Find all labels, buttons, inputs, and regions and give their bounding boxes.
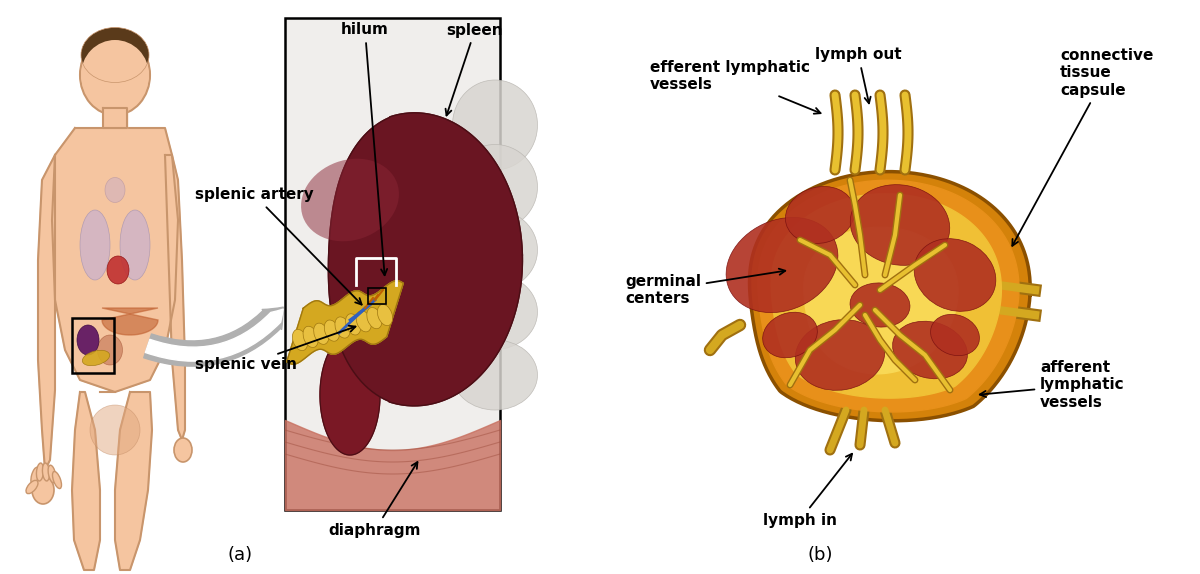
Text: lymph out: lymph out: [815, 48, 901, 103]
Ellipse shape: [914, 239, 996, 311]
Text: connective
tissue
capsule: connective tissue capsule: [1013, 48, 1153, 246]
Polygon shape: [758, 180, 1019, 412]
Ellipse shape: [763, 312, 817, 358]
FancyArrowPatch shape: [145, 309, 283, 361]
Ellipse shape: [77, 325, 98, 355]
Ellipse shape: [796, 320, 884, 390]
Ellipse shape: [930, 315, 979, 356]
Ellipse shape: [324, 320, 340, 341]
Text: germinal
centers: germinal centers: [625, 269, 785, 306]
Ellipse shape: [367, 308, 382, 329]
Text: splenic vein: splenic vein: [194, 325, 355, 373]
Ellipse shape: [346, 314, 361, 335]
Polygon shape: [772, 194, 1001, 398]
Ellipse shape: [106, 177, 125, 203]
Text: afferent
lymphatic
vessels: afferent lymphatic vessels: [979, 360, 1124, 410]
Ellipse shape: [80, 35, 150, 115]
Ellipse shape: [452, 145, 538, 230]
Ellipse shape: [304, 326, 318, 347]
Ellipse shape: [851, 185, 949, 265]
Ellipse shape: [452, 274, 538, 350]
Ellipse shape: [97, 335, 122, 365]
Text: lymph in: lymph in: [763, 454, 852, 528]
Ellipse shape: [293, 329, 307, 351]
Polygon shape: [115, 392, 152, 570]
Ellipse shape: [120, 210, 150, 280]
Ellipse shape: [107, 256, 130, 284]
FancyArrowPatch shape: [144, 307, 283, 366]
Ellipse shape: [53, 471, 61, 488]
Polygon shape: [103, 108, 127, 128]
Text: efferent lymphatic
vessels: efferent lymphatic vessels: [650, 60, 821, 114]
Ellipse shape: [31, 467, 40, 484]
Ellipse shape: [90, 405, 140, 455]
Text: hilum: hilum: [341, 22, 389, 275]
Ellipse shape: [83, 350, 109, 366]
Text: spleen: spleen: [445, 22, 503, 115]
Ellipse shape: [174, 438, 192, 462]
Polygon shape: [38, 155, 55, 470]
Ellipse shape: [452, 80, 538, 170]
Ellipse shape: [893, 321, 967, 379]
Polygon shape: [804, 227, 958, 374]
Text: (b): (b): [808, 546, 833, 564]
Ellipse shape: [32, 476, 54, 504]
Ellipse shape: [313, 323, 329, 344]
Text: (a): (a): [228, 546, 252, 564]
Polygon shape: [102, 308, 158, 335]
Ellipse shape: [378, 304, 392, 325]
Ellipse shape: [726, 218, 838, 313]
Ellipse shape: [48, 465, 56, 483]
Ellipse shape: [452, 340, 538, 410]
Polygon shape: [287, 281, 403, 364]
Ellipse shape: [82, 28, 149, 83]
Polygon shape: [329, 113, 522, 406]
Ellipse shape: [36, 463, 43, 481]
Text: splenic artery: splenic artery: [194, 188, 361, 305]
Ellipse shape: [335, 317, 350, 338]
Ellipse shape: [850, 283, 910, 327]
Polygon shape: [750, 172, 1030, 421]
Polygon shape: [166, 155, 185, 440]
Ellipse shape: [786, 187, 854, 243]
Ellipse shape: [301, 158, 398, 241]
Text: diaphragm: diaphragm: [329, 462, 421, 537]
Ellipse shape: [452, 210, 538, 290]
Ellipse shape: [42, 463, 49, 481]
Ellipse shape: [356, 311, 371, 332]
Ellipse shape: [26, 480, 38, 494]
Polygon shape: [72, 392, 100, 570]
Polygon shape: [52, 128, 178, 392]
FancyBboxPatch shape: [286, 18, 500, 510]
Ellipse shape: [82, 40, 149, 110]
Ellipse shape: [80, 210, 110, 280]
Polygon shape: [320, 335, 380, 455]
